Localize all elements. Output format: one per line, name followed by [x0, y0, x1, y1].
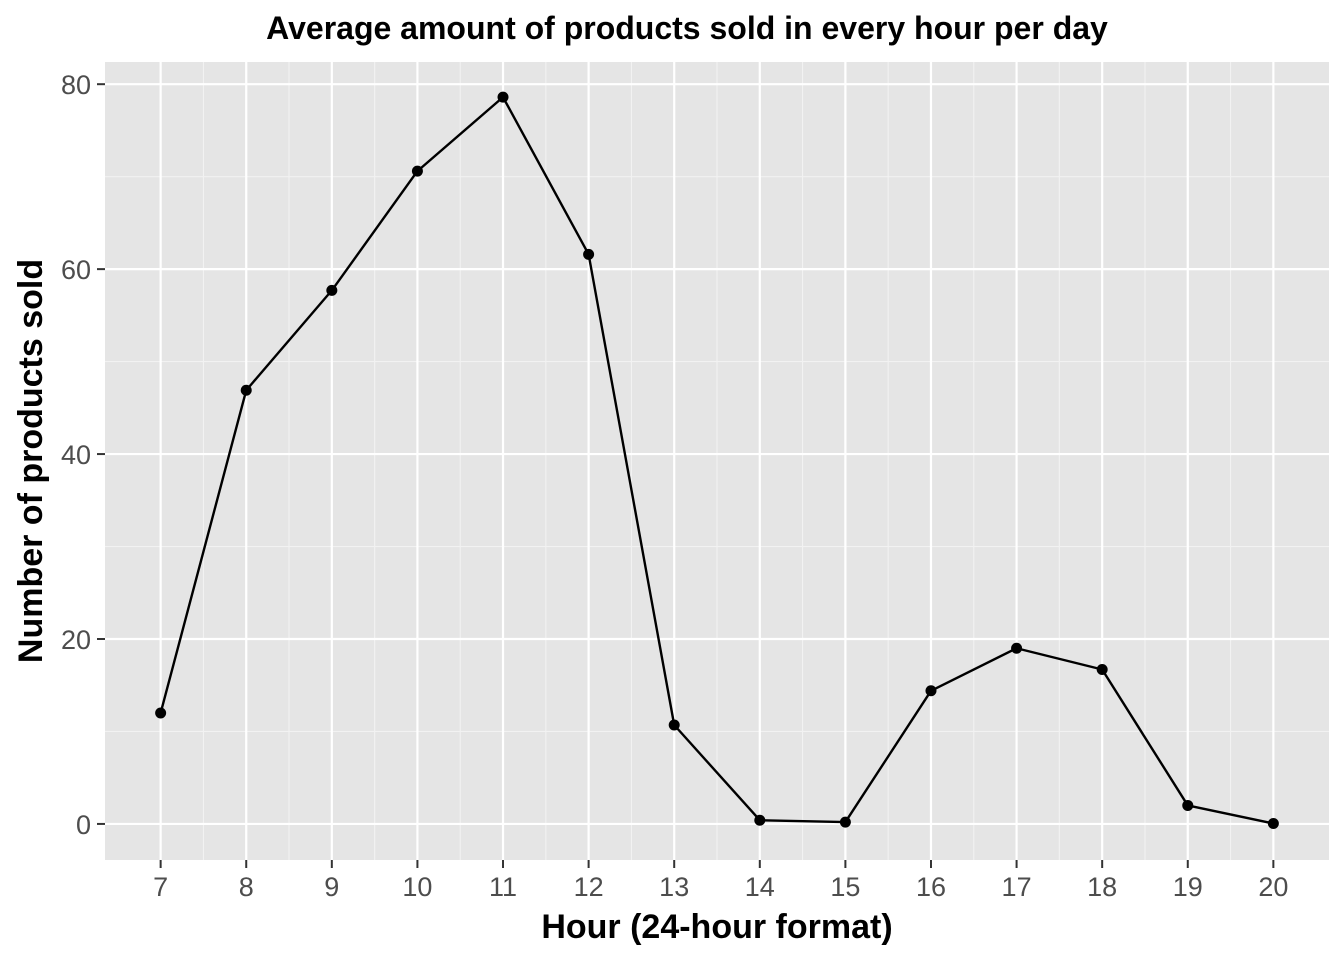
- x-tick-label: 9: [324, 872, 339, 902]
- data-point: [925, 685, 937, 697]
- x-axis-title: Hour (24-hour format): [541, 908, 892, 946]
- x-tick-label: 18: [1087, 872, 1117, 902]
- minor-gridlines: [105, 62, 1329, 860]
- y-tick-label: 0: [76, 810, 91, 840]
- x-tick-label: 7: [153, 872, 168, 902]
- x-tick-label: 14: [745, 872, 775, 902]
- x-tick-label: 8: [239, 872, 254, 902]
- y-tick-label: 80: [61, 70, 91, 100]
- x-tick-label: 11: [489, 872, 517, 902]
- data-point: [1182, 799, 1194, 811]
- x-tick-label: 16: [916, 872, 946, 902]
- data-point: [411, 165, 423, 177]
- y-axis-title: Number of products sold: [12, 259, 50, 663]
- x-tick-label: 13: [659, 872, 689, 902]
- data-point: [1096, 664, 1108, 676]
- y-tick-label: 20: [61, 625, 91, 655]
- data-point: [1267, 817, 1279, 829]
- x-axis: 7 8 9 10 11 12 13 14 15 16 17 18 19 20: [153, 860, 1288, 902]
- x-tick-label: 12: [574, 872, 604, 902]
- y-tick-label: 60: [61, 255, 91, 285]
- series-line: [159, 95, 1275, 825]
- data-point: [497, 91, 509, 103]
- data-point: [668, 719, 680, 731]
- y-axis: 0 20 40 60 80: [61, 70, 105, 840]
- data-point: [326, 284, 338, 296]
- data-point: [839, 816, 851, 828]
- chart-title: Average amount of products sold in every…: [266, 10, 1108, 46]
- x-tick-label: 19: [1173, 872, 1203, 902]
- x-tick-label: 10: [402, 872, 432, 902]
- x-tick-label: 17: [1002, 872, 1032, 902]
- data-point: [754, 814, 766, 826]
- data-point: [1011, 642, 1023, 654]
- series-layer: [155, 91, 1279, 829]
- major-gridlines: [105, 62, 1329, 860]
- x-tick-label: 20: [1258, 872, 1288, 902]
- data-point: [240, 384, 252, 396]
- x-tick-label: 15: [830, 872, 860, 902]
- data-point: [155, 707, 167, 719]
- y-tick-label: 40: [61, 440, 91, 470]
- data-point: [583, 248, 595, 260]
